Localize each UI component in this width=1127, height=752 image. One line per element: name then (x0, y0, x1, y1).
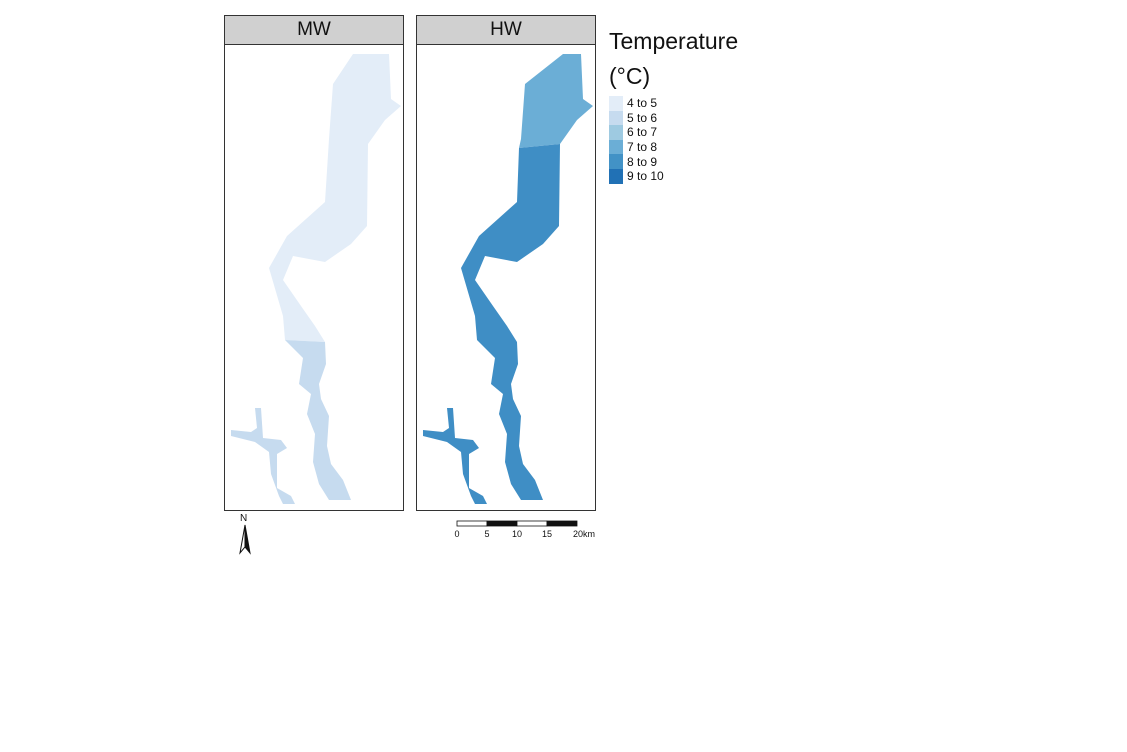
legend-swatch (609, 125, 623, 140)
facet-panel-hw: HW (416, 15, 596, 511)
river-lower-mw (285, 340, 351, 500)
facet-panel-mw: MW (224, 15, 404, 511)
legend-title-line2: (°C) (609, 63, 651, 89)
legend-swatch (609, 168, 623, 184)
legend-item: 8 to 9 (609, 154, 738, 169)
facet-header-hw: HW (417, 16, 595, 45)
legend-swatch (609, 110, 623, 126)
legend-item: 4 to 5 (609, 96, 738, 111)
legend-swatch (609, 154, 623, 169)
north-arrow-icon (239, 524, 251, 555)
legend-swatch (609, 139, 623, 155)
scale-tick-15: 15 (542, 529, 552, 539)
legend-item: 6 to 7 (609, 125, 738, 140)
legend-item: 9 to 10 (609, 168, 738, 184)
river-upper-hw (519, 54, 593, 148)
legend-item: 5 to 6 (609, 110, 738, 126)
legend-label: 6 to 7 (627, 125, 658, 140)
river-main-hw (461, 144, 560, 500)
scale-tick-20: 20km (573, 529, 595, 539)
legend-title-line1: Temperature (609, 28, 739, 54)
legend-label: 4 to 5 (627, 96, 658, 111)
north-label: N (240, 513, 248, 524)
legend-swatch (609, 96, 623, 111)
legend-label: 9 to 10 (627, 169, 664, 184)
legend-item: 7 to 8 (609, 139, 738, 155)
scale-tick-10: 10 (512, 529, 522, 539)
facet-header-mw: MW (225, 16, 403, 45)
legend-label: 8 to 9 (627, 154, 658, 169)
scale-tick-0: 0 (454, 529, 459, 539)
tributary-hw (423, 408, 487, 504)
scale-tick-5: 5 (484, 529, 489, 539)
map-hw (423, 54, 593, 504)
tributary-mw (231, 408, 295, 504)
map-mw (231, 54, 401, 504)
river-upper-mw (269, 54, 401, 342)
legend-label: 5 to 6 (627, 110, 658, 125)
legend-label: 7 to 8 (627, 140, 658, 155)
scale-bar: 0 5 10 15 20km (454, 520, 595, 539)
